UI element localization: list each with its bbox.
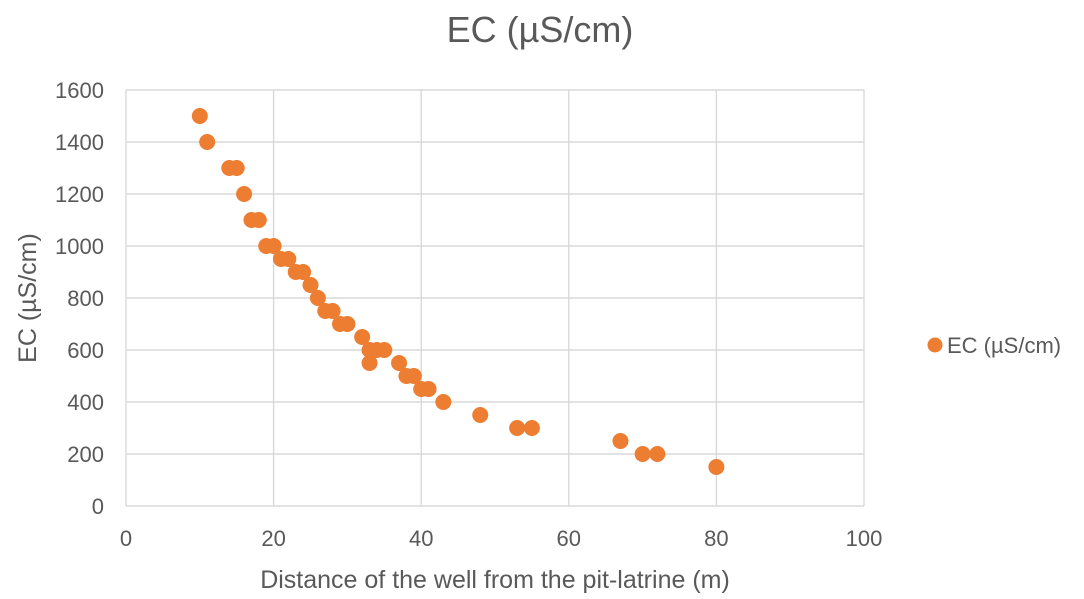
- y-tick-label: 1400: [55, 130, 104, 155]
- data-point: [612, 433, 629, 449]
- data-point: [228, 160, 245, 176]
- data-point: [265, 238, 282, 254]
- x-tick-label: 40: [409, 526, 433, 551]
- data-points: [191, 108, 725, 475]
- data-point: [509, 420, 526, 436]
- data-point: [324, 303, 341, 319]
- data-point: [376, 342, 393, 358]
- data-point: [405, 368, 422, 384]
- data-point: [199, 134, 216, 150]
- gridlines: [125, 89, 865, 507]
- x-tick-label: 20: [261, 526, 285, 551]
- legend-marker: [927, 337, 943, 353]
- x-axis-title: Distance of the well from the pit-latrin…: [260, 566, 730, 594]
- y-tick-label: 1000: [55, 234, 104, 259]
- data-point: [472, 407, 489, 423]
- y-tick-label: 600: [67, 338, 104, 363]
- legend-label: EC (µS/cm): [947, 333, 1061, 358]
- data-point: [634, 446, 651, 462]
- data-point: [280, 251, 297, 267]
- data-point: [339, 316, 356, 332]
- data-point: [361, 355, 378, 371]
- data-point: [250, 212, 267, 228]
- x-tick-label: 100: [846, 526, 883, 551]
- chart-title: EC (µS/cm): [447, 9, 634, 50]
- y-tick-label: 800: [67, 286, 104, 311]
- y-tick-label: 400: [67, 390, 104, 415]
- data-point: [295, 264, 312, 280]
- data-point: [302, 277, 319, 293]
- y-tick-label: 0: [92, 494, 104, 519]
- y-tick-label: 1200: [55, 182, 104, 207]
- data-point: [191, 108, 208, 124]
- x-tick-label: 60: [557, 526, 581, 551]
- data-point: [354, 329, 371, 345]
- data-point: [309, 290, 326, 306]
- data-point: [236, 186, 253, 202]
- data-point: [649, 446, 666, 462]
- data-point: [420, 381, 437, 397]
- x-tick-label: 0: [120, 526, 132, 551]
- data-point: [523, 420, 540, 436]
- data-point: [391, 355, 408, 371]
- y-axis-ticks: 0 200 400 600 800 1000 1200 1400 1600: [55, 78, 104, 519]
- y-tick-label: 200: [67, 442, 104, 467]
- x-axis-ticks: 0 20 40 60 80 100: [120, 526, 882, 551]
- x-tick-label: 80: [704, 526, 728, 551]
- y-tick-label: 1600: [55, 78, 104, 103]
- data-point: [708, 459, 725, 475]
- data-point: [435, 394, 452, 410]
- legend: EC (µS/cm): [927, 333, 1061, 358]
- y-axis-title: EC (µS/cm): [14, 233, 42, 363]
